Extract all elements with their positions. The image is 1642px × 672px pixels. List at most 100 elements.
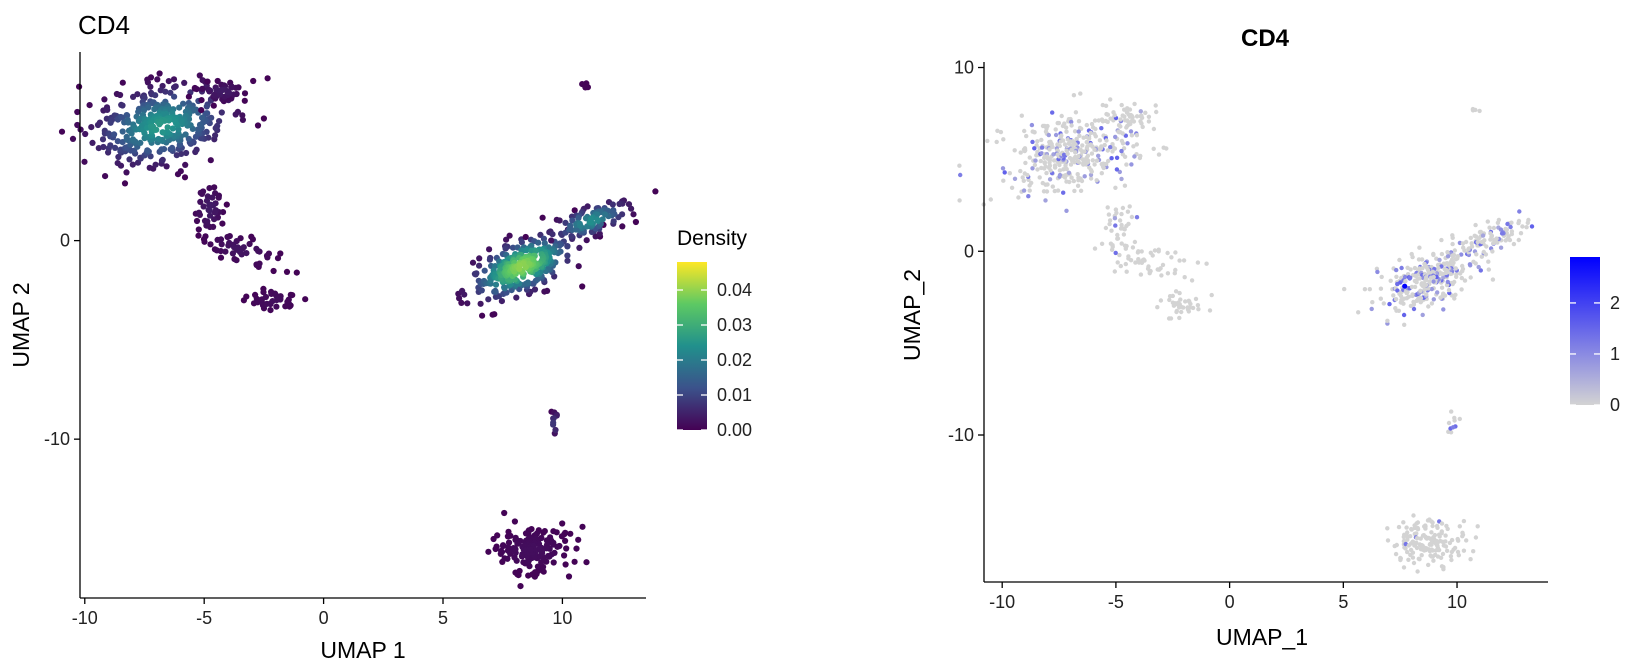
data-point [1040,180,1046,186]
data-point [1117,252,1122,258]
data-point [196,211,203,218]
data-point [146,164,153,171]
data-point [1385,318,1390,323]
data-point [582,215,590,222]
data-point [1411,560,1417,566]
data-point [1441,291,1446,296]
data-point [1423,278,1428,283]
data-point [957,198,962,203]
data-point [469,259,477,266]
data-point [1165,271,1171,276]
data-point [498,298,505,305]
data-point [156,70,163,77]
point-cluster-5 [240,285,309,314]
data-point [268,290,275,297]
data-point [1052,163,1058,168]
data-point [1110,243,1115,248]
data-point [479,312,486,319]
data-point [1439,285,1445,290]
data-point [1021,128,1027,134]
data-point [1424,292,1429,297]
data-point [1518,231,1524,236]
data-point [1039,137,1044,143]
data-point [1053,127,1058,132]
data-point [81,158,88,165]
data-point [1135,250,1141,255]
y-tick-label: -10 [44,429,70,449]
data-point [632,218,640,226]
data-point [101,96,108,103]
legend-tick-label: 0.03 [717,315,752,335]
data-point [985,138,990,144]
data-point [1457,524,1463,529]
data-point [1508,224,1513,230]
data-point [1462,248,1467,253]
data-point [1119,222,1124,228]
data-point [549,231,556,238]
data-point [559,520,566,527]
data-point [1414,531,1419,536]
data-point [1114,155,1120,160]
data-point [1097,138,1103,143]
density-plot-x-axis-title: UMAP 1 [320,637,405,663]
data-point [1110,142,1115,147]
data-point [1520,224,1525,229]
data-point [212,125,219,132]
data-point [1437,534,1442,539]
data-point [293,269,300,276]
x-tick-label: -10 [72,608,98,628]
data-point [1123,246,1129,251]
point-cluster-6 [1342,233,1496,327]
data-point [183,149,190,157]
data-point [1393,297,1399,302]
data-point [89,139,96,146]
data-point [1381,301,1387,306]
data-point [1473,535,1479,540]
data-point [517,583,524,590]
data-point [1461,548,1467,553]
data-point [1454,272,1459,277]
data-point [1100,102,1106,108]
data-point [153,126,160,133]
data-point [1459,287,1464,292]
data-point [1123,133,1129,138]
data-point [204,78,211,85]
data-point [1046,132,1052,138]
point-cluster-2 [185,77,257,114]
data-point [1099,161,1105,167]
data-point [1112,113,1117,118]
data-point [199,85,206,92]
data-point [1134,215,1140,220]
expression-legend: 0 1 2 [1570,257,1620,415]
data-point [1116,129,1121,134]
data-point [262,293,269,301]
data-point [129,136,137,143]
data-point [571,558,578,565]
data-point [1115,260,1120,265]
data-point [1179,309,1184,315]
data-point [1481,249,1487,255]
data-point [1023,133,1029,139]
data-point [152,161,159,168]
data-point [1050,110,1055,115]
data-point [1479,254,1485,259]
data-point [1088,172,1094,178]
data-point [1105,119,1110,125]
data-point [1427,279,1432,284]
data-point [1401,565,1407,570]
data-point [1059,113,1064,119]
data-point [147,153,154,160]
data-point [1409,527,1414,532]
density-legend: Density 0.00 0.01 0.02 0.03 0.04 [677,227,752,440]
data-point [1445,254,1451,259]
data-point [1088,176,1094,181]
data-point [1092,246,1098,251]
data-point [218,241,225,248]
data-point [535,239,542,246]
data-point [144,147,151,154]
data-point [610,218,617,225]
data-point [102,173,109,180]
data-point [1107,218,1113,223]
data-point [504,555,511,562]
data-point [1061,167,1066,172]
